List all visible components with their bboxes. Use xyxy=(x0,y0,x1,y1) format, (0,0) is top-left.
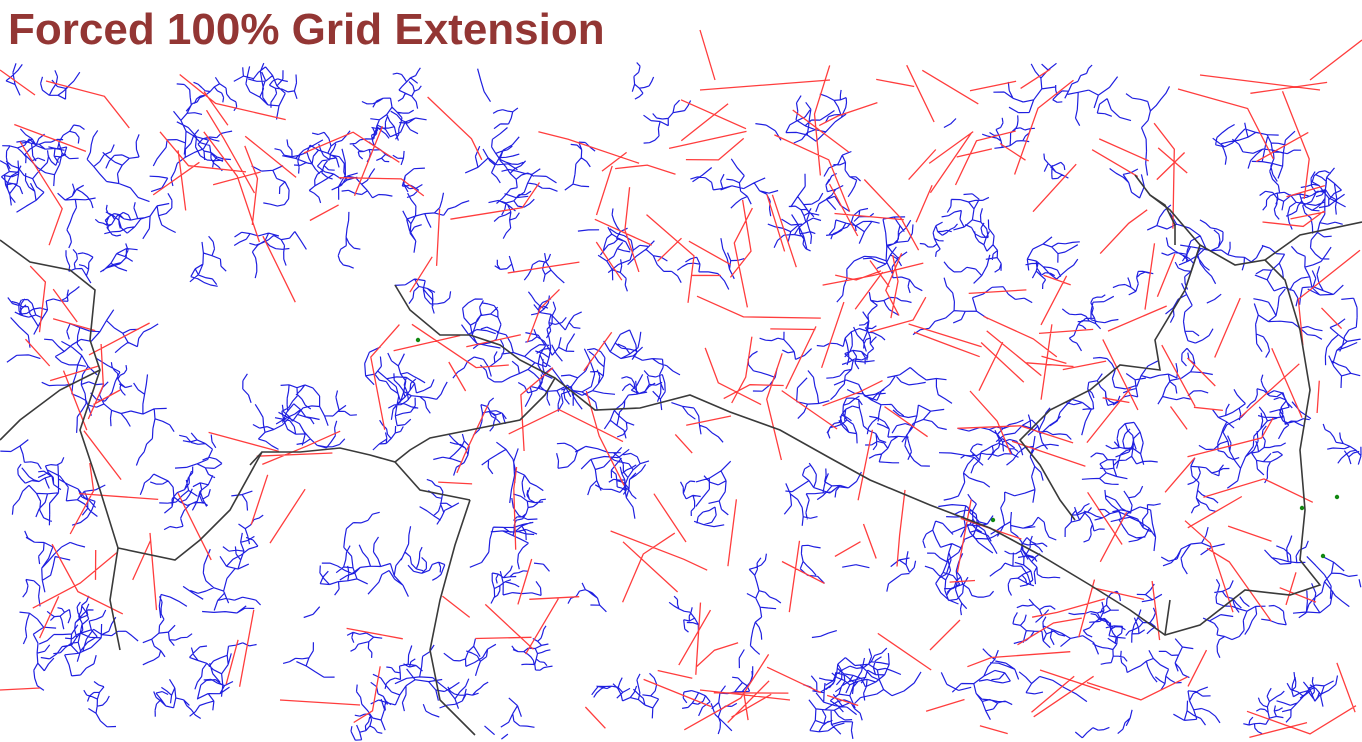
map-title: Forced 100% Grid Extension xyxy=(8,5,605,54)
low-voltage-lines xyxy=(0,62,1362,741)
unconnected-points xyxy=(415,337,1340,559)
medium-voltage-lines xyxy=(0,29,1362,739)
existing-grid-lines xyxy=(0,174,1362,736)
